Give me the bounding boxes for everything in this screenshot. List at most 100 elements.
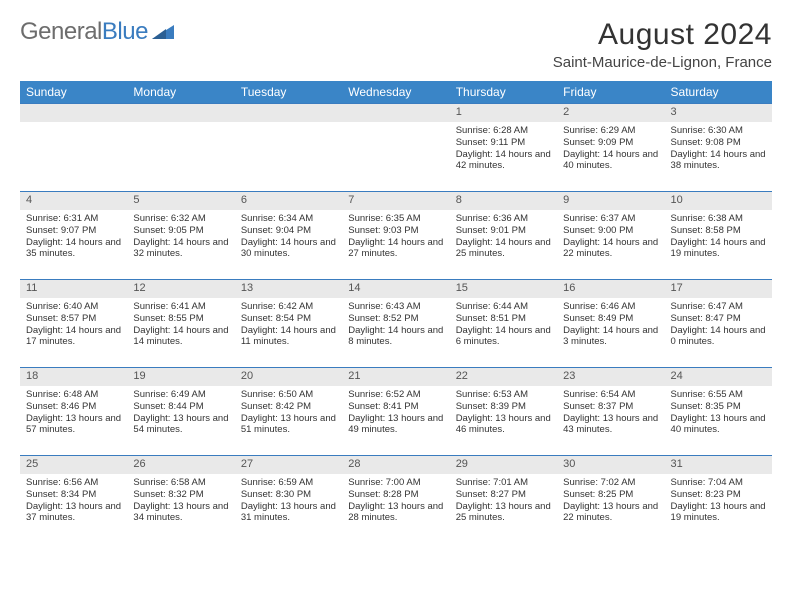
day-number: 7 bbox=[342, 192, 449, 210]
sunset-text: Sunset: 8:35 PM bbox=[671, 401, 766, 413]
day-number: 16 bbox=[557, 280, 664, 298]
day-number: 21 bbox=[342, 368, 449, 386]
day-details: Sunrise: 6:38 AMSunset: 8:58 PMDaylight:… bbox=[665, 210, 772, 265]
calendar-row: 4Sunrise: 6:31 AMSunset: 9:07 PMDaylight… bbox=[20, 192, 772, 280]
day-cell: 17Sunrise: 6:47 AMSunset: 8:47 PMDayligh… bbox=[665, 280, 772, 368]
sunset-text: Sunset: 8:30 PM bbox=[241, 489, 336, 501]
day-details: Sunrise: 6:34 AMSunset: 9:04 PMDaylight:… bbox=[235, 210, 342, 265]
sunset-text: Sunset: 9:04 PM bbox=[241, 225, 336, 237]
day-cell: 26Sunrise: 6:58 AMSunset: 8:32 PMDayligh… bbox=[127, 456, 234, 544]
day-number: 8 bbox=[450, 192, 557, 210]
logo-text-1: General bbox=[20, 18, 102, 46]
daylight-text: Daylight: 13 hours and 28 minutes. bbox=[348, 501, 443, 525]
day-cell: 23Sunrise: 6:54 AMSunset: 8:37 PMDayligh… bbox=[557, 368, 664, 456]
daylight-text: Daylight: 14 hours and 8 minutes. bbox=[348, 325, 443, 349]
day-number: 31 bbox=[665, 456, 772, 474]
sunrise-text: Sunrise: 6:41 AM bbox=[133, 301, 228, 313]
sunrise-text: Sunrise: 6:43 AM bbox=[348, 301, 443, 313]
day-number: 4 bbox=[20, 192, 127, 210]
sunset-text: Sunset: 8:54 PM bbox=[241, 313, 336, 325]
day-cell: 15Sunrise: 6:44 AMSunset: 8:51 PMDayligh… bbox=[450, 280, 557, 368]
calendar-row: 11Sunrise: 6:40 AMSunset: 8:57 PMDayligh… bbox=[20, 280, 772, 368]
daylight-text: Daylight: 13 hours and 31 minutes. bbox=[241, 501, 336, 525]
day-details: Sunrise: 6:37 AMSunset: 9:00 PMDaylight:… bbox=[557, 210, 664, 265]
day-number-empty bbox=[127, 104, 234, 122]
day-cell: 14Sunrise: 6:43 AMSunset: 8:52 PMDayligh… bbox=[342, 280, 449, 368]
day-number: 15 bbox=[450, 280, 557, 298]
sunset-text: Sunset: 9:07 PM bbox=[26, 225, 121, 237]
day-cell: 9Sunrise: 6:37 AMSunset: 9:00 PMDaylight… bbox=[557, 192, 664, 280]
day-number: 29 bbox=[450, 456, 557, 474]
day-cell: 5Sunrise: 6:32 AMSunset: 9:05 PMDaylight… bbox=[127, 192, 234, 280]
sunset-text: Sunset: 8:37 PM bbox=[563, 401, 658, 413]
day-number-empty bbox=[342, 104, 449, 122]
day-number: 26 bbox=[127, 456, 234, 474]
day-number: 12 bbox=[127, 280, 234, 298]
day-number: 20 bbox=[235, 368, 342, 386]
day-number: 18 bbox=[20, 368, 127, 386]
day-number-empty bbox=[235, 104, 342, 122]
weekday-header: Friday bbox=[557, 81, 664, 104]
sunset-text: Sunset: 9:08 PM bbox=[671, 137, 766, 149]
day-number: 5 bbox=[127, 192, 234, 210]
sunrise-text: Sunrise: 6:34 AM bbox=[241, 213, 336, 225]
day-number: 9 bbox=[557, 192, 664, 210]
day-details: Sunrise: 6:44 AMSunset: 8:51 PMDaylight:… bbox=[450, 298, 557, 353]
day-cell: 16Sunrise: 6:46 AMSunset: 8:49 PMDayligh… bbox=[557, 280, 664, 368]
day-details: Sunrise: 6:55 AMSunset: 8:35 PMDaylight:… bbox=[665, 386, 772, 441]
day-details: Sunrise: 6:28 AMSunset: 9:11 PMDaylight:… bbox=[450, 122, 557, 177]
sunrise-text: Sunrise: 6:46 AM bbox=[563, 301, 658, 313]
sunset-text: Sunset: 8:49 PM bbox=[563, 313, 658, 325]
empty-cell bbox=[20, 104, 127, 192]
day-number: 23 bbox=[557, 368, 664, 386]
day-number: 22 bbox=[450, 368, 557, 386]
day-number: 11 bbox=[20, 280, 127, 298]
day-details: Sunrise: 6:43 AMSunset: 8:52 PMDaylight:… bbox=[342, 298, 449, 353]
sunrise-text: Sunrise: 7:02 AM bbox=[563, 477, 658, 489]
daylight-text: Daylight: 14 hours and 19 minutes. bbox=[671, 237, 766, 261]
day-cell: 13Sunrise: 6:42 AMSunset: 8:54 PMDayligh… bbox=[235, 280, 342, 368]
sunset-text: Sunset: 8:42 PM bbox=[241, 401, 336, 413]
day-cell: 1Sunrise: 6:28 AMSunset: 9:11 PMDaylight… bbox=[450, 104, 557, 192]
logo-triangle-icon bbox=[152, 18, 174, 46]
weekday-header: Thursday bbox=[450, 81, 557, 104]
calendar-table: SundayMondayTuesdayWednesdayThursdayFrid… bbox=[20, 81, 772, 544]
daylight-text: Daylight: 13 hours and 49 minutes. bbox=[348, 413, 443, 437]
daylight-text: Daylight: 13 hours and 46 minutes. bbox=[456, 413, 551, 437]
sunrise-text: Sunrise: 6:58 AM bbox=[133, 477, 228, 489]
day-number: 28 bbox=[342, 456, 449, 474]
sunset-text: Sunset: 9:03 PM bbox=[348, 225, 443, 237]
day-details: Sunrise: 6:52 AMSunset: 8:41 PMDaylight:… bbox=[342, 386, 449, 441]
day-cell: 27Sunrise: 6:59 AMSunset: 8:30 PMDayligh… bbox=[235, 456, 342, 544]
day-details: Sunrise: 6:50 AMSunset: 8:42 PMDaylight:… bbox=[235, 386, 342, 441]
day-details: Sunrise: 6:49 AMSunset: 8:44 PMDaylight:… bbox=[127, 386, 234, 441]
day-number: 3 bbox=[665, 104, 772, 122]
sunrise-text: Sunrise: 6:49 AM bbox=[133, 389, 228, 401]
daylight-text: Daylight: 13 hours and 40 minutes. bbox=[671, 413, 766, 437]
weekday-header: Sunday bbox=[20, 81, 127, 104]
title-block: August 2024 Saint-Maurice-de-Lignon, Fra… bbox=[553, 18, 772, 71]
daylight-text: Daylight: 14 hours and 6 minutes. bbox=[456, 325, 551, 349]
day-number: 2 bbox=[557, 104, 664, 122]
sunset-text: Sunset: 8:57 PM bbox=[26, 313, 121, 325]
sunrise-text: Sunrise: 6:55 AM bbox=[671, 389, 766, 401]
daylight-text: Daylight: 13 hours and 57 minutes. bbox=[26, 413, 121, 437]
day-details: Sunrise: 6:42 AMSunset: 8:54 PMDaylight:… bbox=[235, 298, 342, 353]
day-cell: 12Sunrise: 6:41 AMSunset: 8:55 PMDayligh… bbox=[127, 280, 234, 368]
daylight-text: Daylight: 14 hours and 0 minutes. bbox=[671, 325, 766, 349]
sunrise-text: Sunrise: 7:04 AM bbox=[671, 477, 766, 489]
day-number: 10 bbox=[665, 192, 772, 210]
day-details: Sunrise: 6:30 AMSunset: 9:08 PMDaylight:… bbox=[665, 122, 772, 177]
sunset-text: Sunset: 8:47 PM bbox=[671, 313, 766, 325]
day-number: 1 bbox=[450, 104, 557, 122]
daylight-text: Daylight: 14 hours and 17 minutes. bbox=[26, 325, 121, 349]
daylight-text: Daylight: 14 hours and 38 minutes. bbox=[671, 149, 766, 173]
daylight-text: Daylight: 13 hours and 54 minutes. bbox=[133, 413, 228, 437]
sunset-text: Sunset: 9:00 PM bbox=[563, 225, 658, 237]
day-details: Sunrise: 6:53 AMSunset: 8:39 PMDaylight:… bbox=[450, 386, 557, 441]
sunset-text: Sunset: 9:01 PM bbox=[456, 225, 551, 237]
daylight-text: Daylight: 13 hours and 19 minutes. bbox=[671, 501, 766, 525]
sunset-text: Sunset: 8:52 PM bbox=[348, 313, 443, 325]
calendar-row: 25Sunrise: 6:56 AMSunset: 8:34 PMDayligh… bbox=[20, 456, 772, 544]
day-details: Sunrise: 6:56 AMSunset: 8:34 PMDaylight:… bbox=[20, 474, 127, 529]
